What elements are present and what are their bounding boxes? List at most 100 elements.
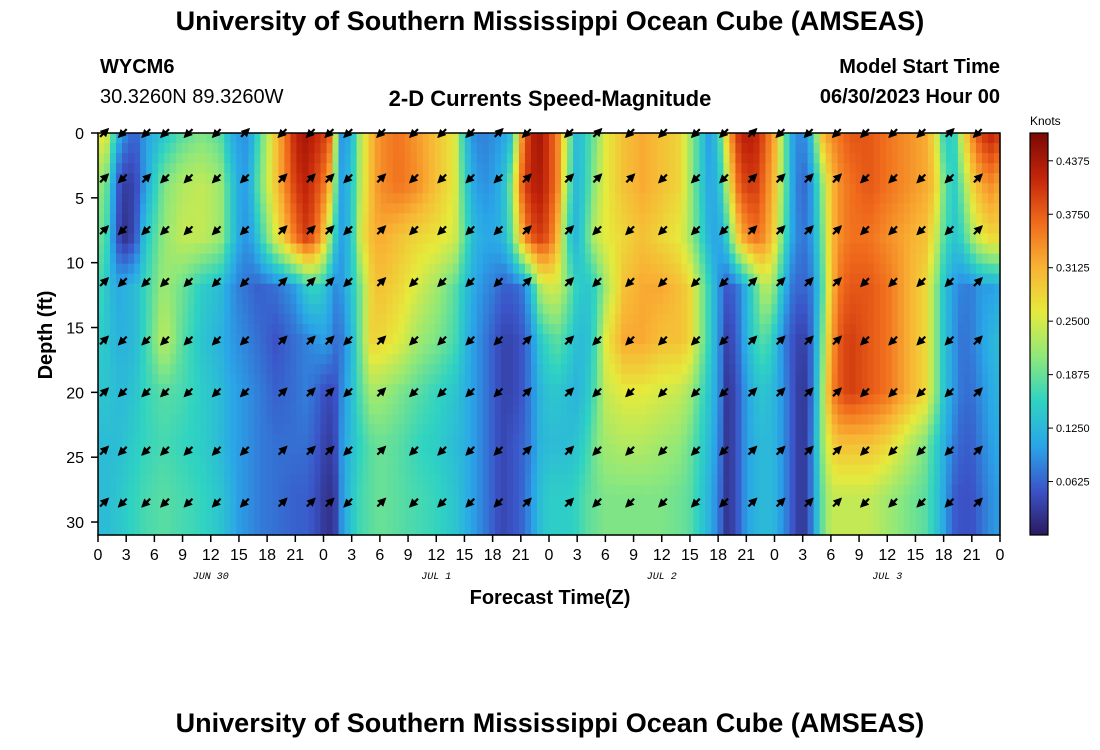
heatmap-cell (422, 434, 430, 446)
heatmap-cell (573, 354, 580, 365)
heatmap-cell (320, 283, 328, 295)
heatmap-cell (639, 183, 646, 194)
heatmap-cell (182, 354, 189, 365)
heatmap-cell (603, 153, 610, 164)
heatmap-cell (609, 233, 616, 245)
heatmap-cell (981, 454, 989, 466)
heatmap-cell (855, 364, 863, 375)
heatmap-cell (975, 454, 983, 466)
heatmap-cell (675, 203, 682, 214)
heatmap-cell (296, 273, 304, 285)
heatmap-cell (615, 163, 622, 174)
heatmap-cell (861, 213, 869, 225)
heatmap-cell (428, 434, 436, 446)
heatmap-cell (410, 293, 418, 305)
heatmap-cell (212, 323, 219, 335)
heatmap-cell (422, 153, 430, 164)
heatmap-cell (813, 444, 821, 456)
heatmap-cell (771, 434, 779, 446)
heatmap-cell (296, 334, 304, 345)
heatmap-cell (536, 454, 544, 466)
heatmap-cell (506, 223, 514, 235)
heatmap-cell (128, 183, 135, 194)
heatmap-cell (855, 243, 863, 255)
heatmap-cell (170, 233, 177, 245)
heatmap-cell (452, 434, 460, 446)
heatmap-cell (302, 223, 310, 235)
heatmap-cell (440, 344, 448, 355)
heatmap-cell (296, 354, 304, 365)
heatmap-cell (645, 334, 652, 345)
heatmap-cell (933, 163, 941, 174)
heatmap-cell (939, 163, 947, 174)
heatmap-cell (470, 293, 478, 305)
heatmap-cell (777, 414, 785, 426)
heatmap-cell (561, 303, 568, 315)
heatmap-cell (669, 163, 676, 174)
heatmap-cell (687, 213, 694, 225)
heatmap-cell (188, 313, 195, 325)
heatmap-cell (597, 293, 604, 305)
heatmap-cell (236, 203, 243, 214)
heatmap-cell (308, 344, 316, 355)
heatmap-cell (705, 434, 712, 446)
heatmap-cell (248, 213, 255, 225)
heatmap-cell (452, 183, 460, 194)
heatmap-cell (338, 384, 346, 395)
heatmap-cell (518, 414, 526, 426)
heatmap-cell (585, 334, 592, 345)
heatmap-cell (368, 223, 376, 235)
heatmap-cell (386, 354, 394, 365)
heatmap-cell (332, 303, 340, 315)
heatmap-cell (116, 394, 123, 405)
heatmap-cell (963, 153, 971, 164)
heatmap-cell (687, 323, 694, 335)
heatmap-cell (789, 253, 797, 265)
heatmap-cell (530, 414, 538, 426)
heatmap-cell (296, 133, 304, 144)
heatmap-cell (530, 424, 538, 436)
heatmap-cell (975, 133, 983, 144)
heatmap-cell (488, 374, 496, 385)
heatmap-cell (350, 424, 358, 436)
heatmap-cell (735, 223, 743, 235)
heatmap-cell (344, 203, 352, 214)
heatmap-cell (536, 313, 544, 325)
heatmap-cell (290, 404, 298, 415)
heatmap-cell (903, 253, 911, 265)
heatmap-cell (344, 454, 352, 466)
heatmap-cell (651, 233, 658, 245)
heatmap-cell (458, 253, 466, 265)
heatmap-cell (320, 364, 328, 375)
heatmap-cell (230, 273, 237, 285)
heatmap-cell (278, 364, 286, 375)
heatmap-cell (98, 233, 105, 245)
heatmap-cell (518, 173, 526, 184)
heatmap-cell (236, 283, 243, 295)
heatmap-cell (777, 454, 785, 466)
heatmap-cell (579, 414, 586, 426)
heatmap-cell (681, 213, 688, 225)
heatmap-cell (182, 364, 189, 375)
heatmap-cell (813, 233, 821, 245)
heatmap-cell (416, 404, 424, 415)
heatmap-cell (891, 434, 899, 446)
heatmap-cell (518, 394, 526, 405)
heatmap-cell (723, 364, 730, 375)
heatmap-cell (98, 203, 105, 214)
heatmap-cell (308, 464, 316, 476)
heatmap-cell (104, 233, 111, 245)
heatmap-cell (506, 414, 514, 426)
heatmap-cell (326, 213, 334, 225)
heatmap-cell (302, 133, 310, 144)
heatmap-cell (669, 273, 676, 285)
heatmap-cell (987, 153, 995, 164)
heatmap-cell (518, 293, 526, 305)
heatmap-cell (939, 143, 947, 154)
heatmap-cell (410, 283, 418, 295)
heatmap-cell (789, 414, 797, 426)
heatmap-cell (579, 334, 586, 345)
heatmap-cell (350, 163, 358, 174)
heatmap-cell (735, 454, 743, 466)
heatmap-cell (609, 303, 616, 315)
